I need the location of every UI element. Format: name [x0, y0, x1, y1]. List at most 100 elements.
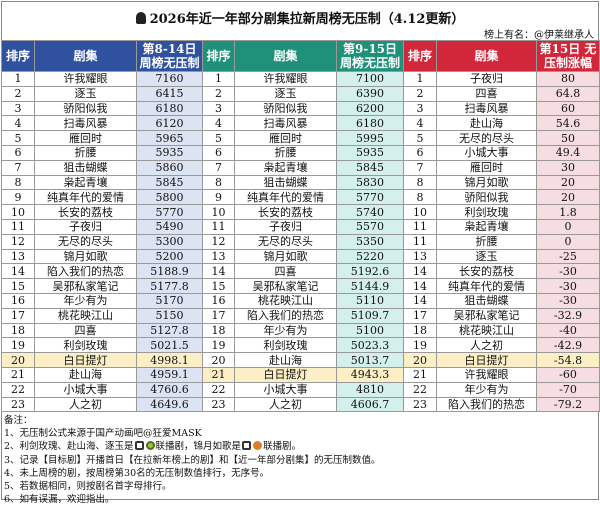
table2-value-cell: 5220	[336, 248, 404, 265]
table3-drama-cell: 白日提灯	[436, 352, 537, 368]
table1-rank-cell: 9	[1, 189, 35, 206]
table2-rank-cell: 20	[202, 352, 235, 368]
table1-drama-cell: 许我耀眼	[34, 71, 137, 87]
table1-value-cell: 5127.8	[136, 322, 203, 339]
header-drama-2: 剧集	[234, 40, 337, 72]
table2-drama-cell: 桃花映江山	[234, 292, 337, 309]
table2-drama-cell: 雁回时	[234, 130, 337, 146]
table3-value-cell: 20	[536, 189, 600, 206]
table3-value-cell: -70	[536, 381, 600, 398]
table3-drama-cell: 狙击蝴蝶	[436, 292, 537, 309]
table2-value-cell: 5995	[336, 130, 404, 146]
table2-drama-cell: 许我耀眼	[234, 71, 337, 87]
table3-rank-cell: 21	[403, 366, 437, 383]
notes: 备注： 1、无压制公式来源于国产动画吧@狂爱MASK 2、利剑玫瑰、赴山海、逐玉…	[4, 414, 381, 506]
table1-drama-cell: 小城大事	[34, 381, 137, 398]
table2-rank-cell: 3	[202, 100, 235, 117]
table1-rank-cell: 14	[1, 263, 35, 280]
note-3: 3、记录【目标剧】开播首日【在拉新年榜上的剧】和【近一年部分剧集】的无压制数值。	[4, 454, 381, 466]
table1-drama-cell: 逐玉	[34, 85, 137, 102]
table1-drama-cell: 枭起青壤	[34, 174, 137, 191]
table2-value-cell: 5350	[336, 233, 404, 250]
table1-drama-cell: 赴山海	[34, 366, 137, 383]
table3-drama-cell: 子夜归	[436, 71, 537, 87]
table1-value-cell: 5845	[136, 174, 203, 191]
table3-rank-cell: 18	[403, 322, 437, 339]
header-rank-3: 排序	[403, 40, 437, 72]
table3-drama-cell: 赴山海	[436, 115, 537, 132]
table1-drama-cell: 人之初	[34, 396, 137, 413]
table3-value-cell: 0	[536, 233, 600, 250]
note-2-part-a: 2、利剑玫瑰、赴山海、逐玉是	[4, 441, 134, 453]
table3-value-cell: 0	[536, 218, 600, 235]
table3-rank-cell: 8	[403, 189, 437, 206]
table3-drama-cell: 利剑玫瑰	[436, 204, 537, 220]
table3-rank-cell: 11	[403, 218, 437, 235]
table2-drama-cell: 狙击蝴蝶	[234, 174, 337, 191]
table1-rank-cell: 21	[1, 366, 35, 383]
table2-rank-cell: 19	[202, 337, 235, 354]
credit: 榜上有名：@伊莱继承人	[484, 30, 594, 41]
table1-rank-cell: 23	[1, 396, 35, 413]
table3-value-cell: -32.9	[536, 307, 600, 324]
note-2-part-b: 联播剧，锦月如歌是	[155, 441, 242, 453]
table2-rank-cell: 12	[202, 233, 235, 250]
table2-value-cell: 5830	[336, 174, 404, 191]
table2-rank-cell: 11	[202, 218, 235, 235]
table1-rank-cell: 3	[1, 100, 35, 117]
table1-value-cell: 4649.6	[136, 396, 203, 413]
table1-drama-cell: 纯真年代的爱情	[34, 189, 137, 206]
note-6: 6、如有误漏，欢迎指出。	[4, 494, 115, 506]
table2-value-cell: 5023.3	[336, 337, 404, 354]
table2-value-cell: 5109.7	[336, 307, 404, 324]
table-row: 11 子夜归 5490 11 子夜归 5570 11 枭起青壤 0	[1, 218, 600, 235]
table1-rank-cell: 20	[1, 352, 35, 368]
table2-value-cell: 4810	[336, 381, 404, 398]
table2-rank-cell: 14	[202, 263, 235, 280]
table2-value-cell: 5570	[336, 218, 404, 235]
table2-drama-cell: 枭起青壤	[234, 159, 337, 176]
table2-rank-cell: 7	[202, 159, 235, 176]
table3-rank-cell: 8	[403, 174, 437, 191]
table2-rank-cell: 1	[202, 71, 235, 87]
table3-drama-cell: 年少有为	[436, 381, 537, 398]
table2-value-cell: 6390	[336, 85, 404, 102]
table2-rank-cell: 21	[202, 366, 235, 383]
header-rank-1: 排序	[1, 40, 35, 72]
penguin-logo-icon	[134, 441, 144, 451]
table3-rank-cell: 20	[403, 352, 437, 368]
table3-value-cell: -79.2	[536, 396, 600, 413]
table2-value-cell: 5013.7	[336, 352, 404, 368]
table2-drama-cell: 扫毒风暴	[234, 115, 337, 132]
table-row: 5 雁回时 5965 5 雁回时 5995 5 无尽的尽头 50	[1, 130, 600, 146]
table2-value-cell: 5110	[336, 292, 404, 309]
table3-rank-cell: 1	[403, 71, 437, 87]
table-row: 12 无尽的尽头 5300 12 无尽的尽头 5350 11 折腰 0	[1, 233, 600, 250]
table2-value-cell: 5845	[336, 159, 404, 176]
table3-rank-cell: 5	[403, 130, 437, 146]
table1-drama-cell: 利剑玫瑰	[34, 337, 137, 354]
table1-drama-cell: 桃花映江山	[34, 307, 137, 324]
table1-rank-cell: 16	[1, 292, 35, 309]
table1-value-cell: 5770	[136, 204, 203, 220]
table3-value-cell: -60	[536, 366, 600, 383]
table2-drama-cell: 利剑玫瑰	[234, 337, 337, 354]
table3-rank-cell: 6	[403, 144, 437, 161]
table2-rank-cell: 9	[202, 189, 235, 206]
table-row: 15 吴邪私家笔记 5177.8 15 吴邪私家笔记 5144.9 14 纯真年代的爱情 -30	[1, 278, 600, 294]
table3-drama-cell: 无尽的尽头	[436, 130, 537, 146]
table2-drama-cell: 折腰	[234, 144, 337, 161]
table3-rank-cell: 22	[403, 381, 437, 398]
title-text: 2026年近一年部分剧集拉新周榜无压制（4.12更新）	[149, 12, 465, 27]
table1-drama-cell: 锦月如歌	[34, 248, 137, 265]
table2-drama-cell: 年少有为	[234, 322, 337, 339]
table1-drama-cell: 吴邪私家笔记	[34, 278, 137, 294]
table3-value-cell: 1.8	[536, 204, 600, 220]
table2-rank-cell: 22	[202, 381, 235, 398]
table2-value-cell: 5100	[336, 322, 404, 339]
table1-value-cell: 7160	[136, 71, 203, 87]
table1-drama-cell: 雁回时	[34, 130, 137, 146]
table1-value-cell: 5021.5	[136, 337, 203, 354]
notes-heading: 备注：	[4, 415, 33, 426]
kiwi-logo-icon	[145, 441, 155, 451]
